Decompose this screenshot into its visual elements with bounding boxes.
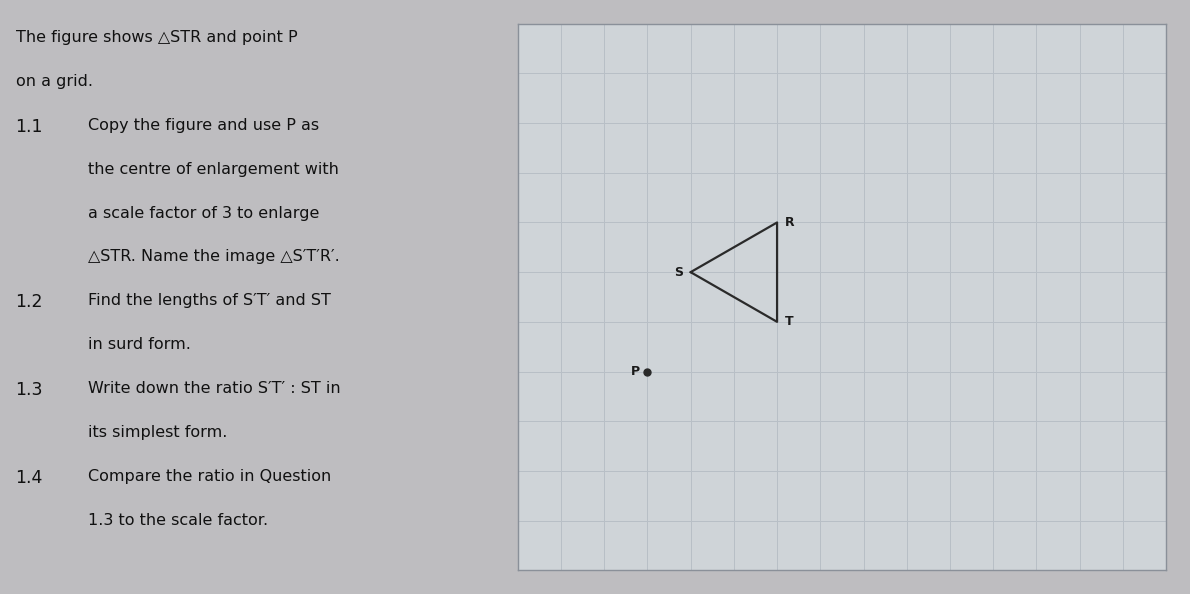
Text: Find the lengths of S′T′ and ST: Find the lengths of S′T′ and ST [88, 293, 331, 308]
Text: P: P [631, 365, 639, 378]
Text: S: S [674, 266, 683, 279]
Text: the centre of enlargement with: the centre of enlargement with [88, 162, 339, 176]
Text: 1.3 to the scale factor.: 1.3 to the scale factor. [88, 513, 268, 528]
Text: T: T [785, 315, 794, 328]
Text: 1.3: 1.3 [15, 381, 43, 399]
Text: 1.4: 1.4 [15, 469, 43, 487]
Text: a scale factor of 3 to enlarge: a scale factor of 3 to enlarge [88, 206, 319, 220]
Text: 1.1: 1.1 [15, 118, 43, 135]
Text: its simplest form.: its simplest form. [88, 425, 227, 440]
Text: Write down the ratio S′T′ : ST in: Write down the ratio S′T′ : ST in [88, 381, 340, 396]
Text: Copy the figure and use P as: Copy the figure and use P as [88, 118, 319, 132]
Text: R: R [785, 216, 795, 229]
Text: in surd form.: in surd form. [88, 337, 190, 352]
Text: on a grid.: on a grid. [15, 74, 93, 89]
Text: 1.2: 1.2 [15, 293, 43, 311]
Text: △STR. Name the image △S′T′R′.: △STR. Name the image △S′T′R′. [88, 249, 340, 264]
Text: Compare the ratio in Question: Compare the ratio in Question [88, 469, 331, 484]
Text: The figure shows △STR and point P: The figure shows △STR and point P [15, 30, 298, 45]
